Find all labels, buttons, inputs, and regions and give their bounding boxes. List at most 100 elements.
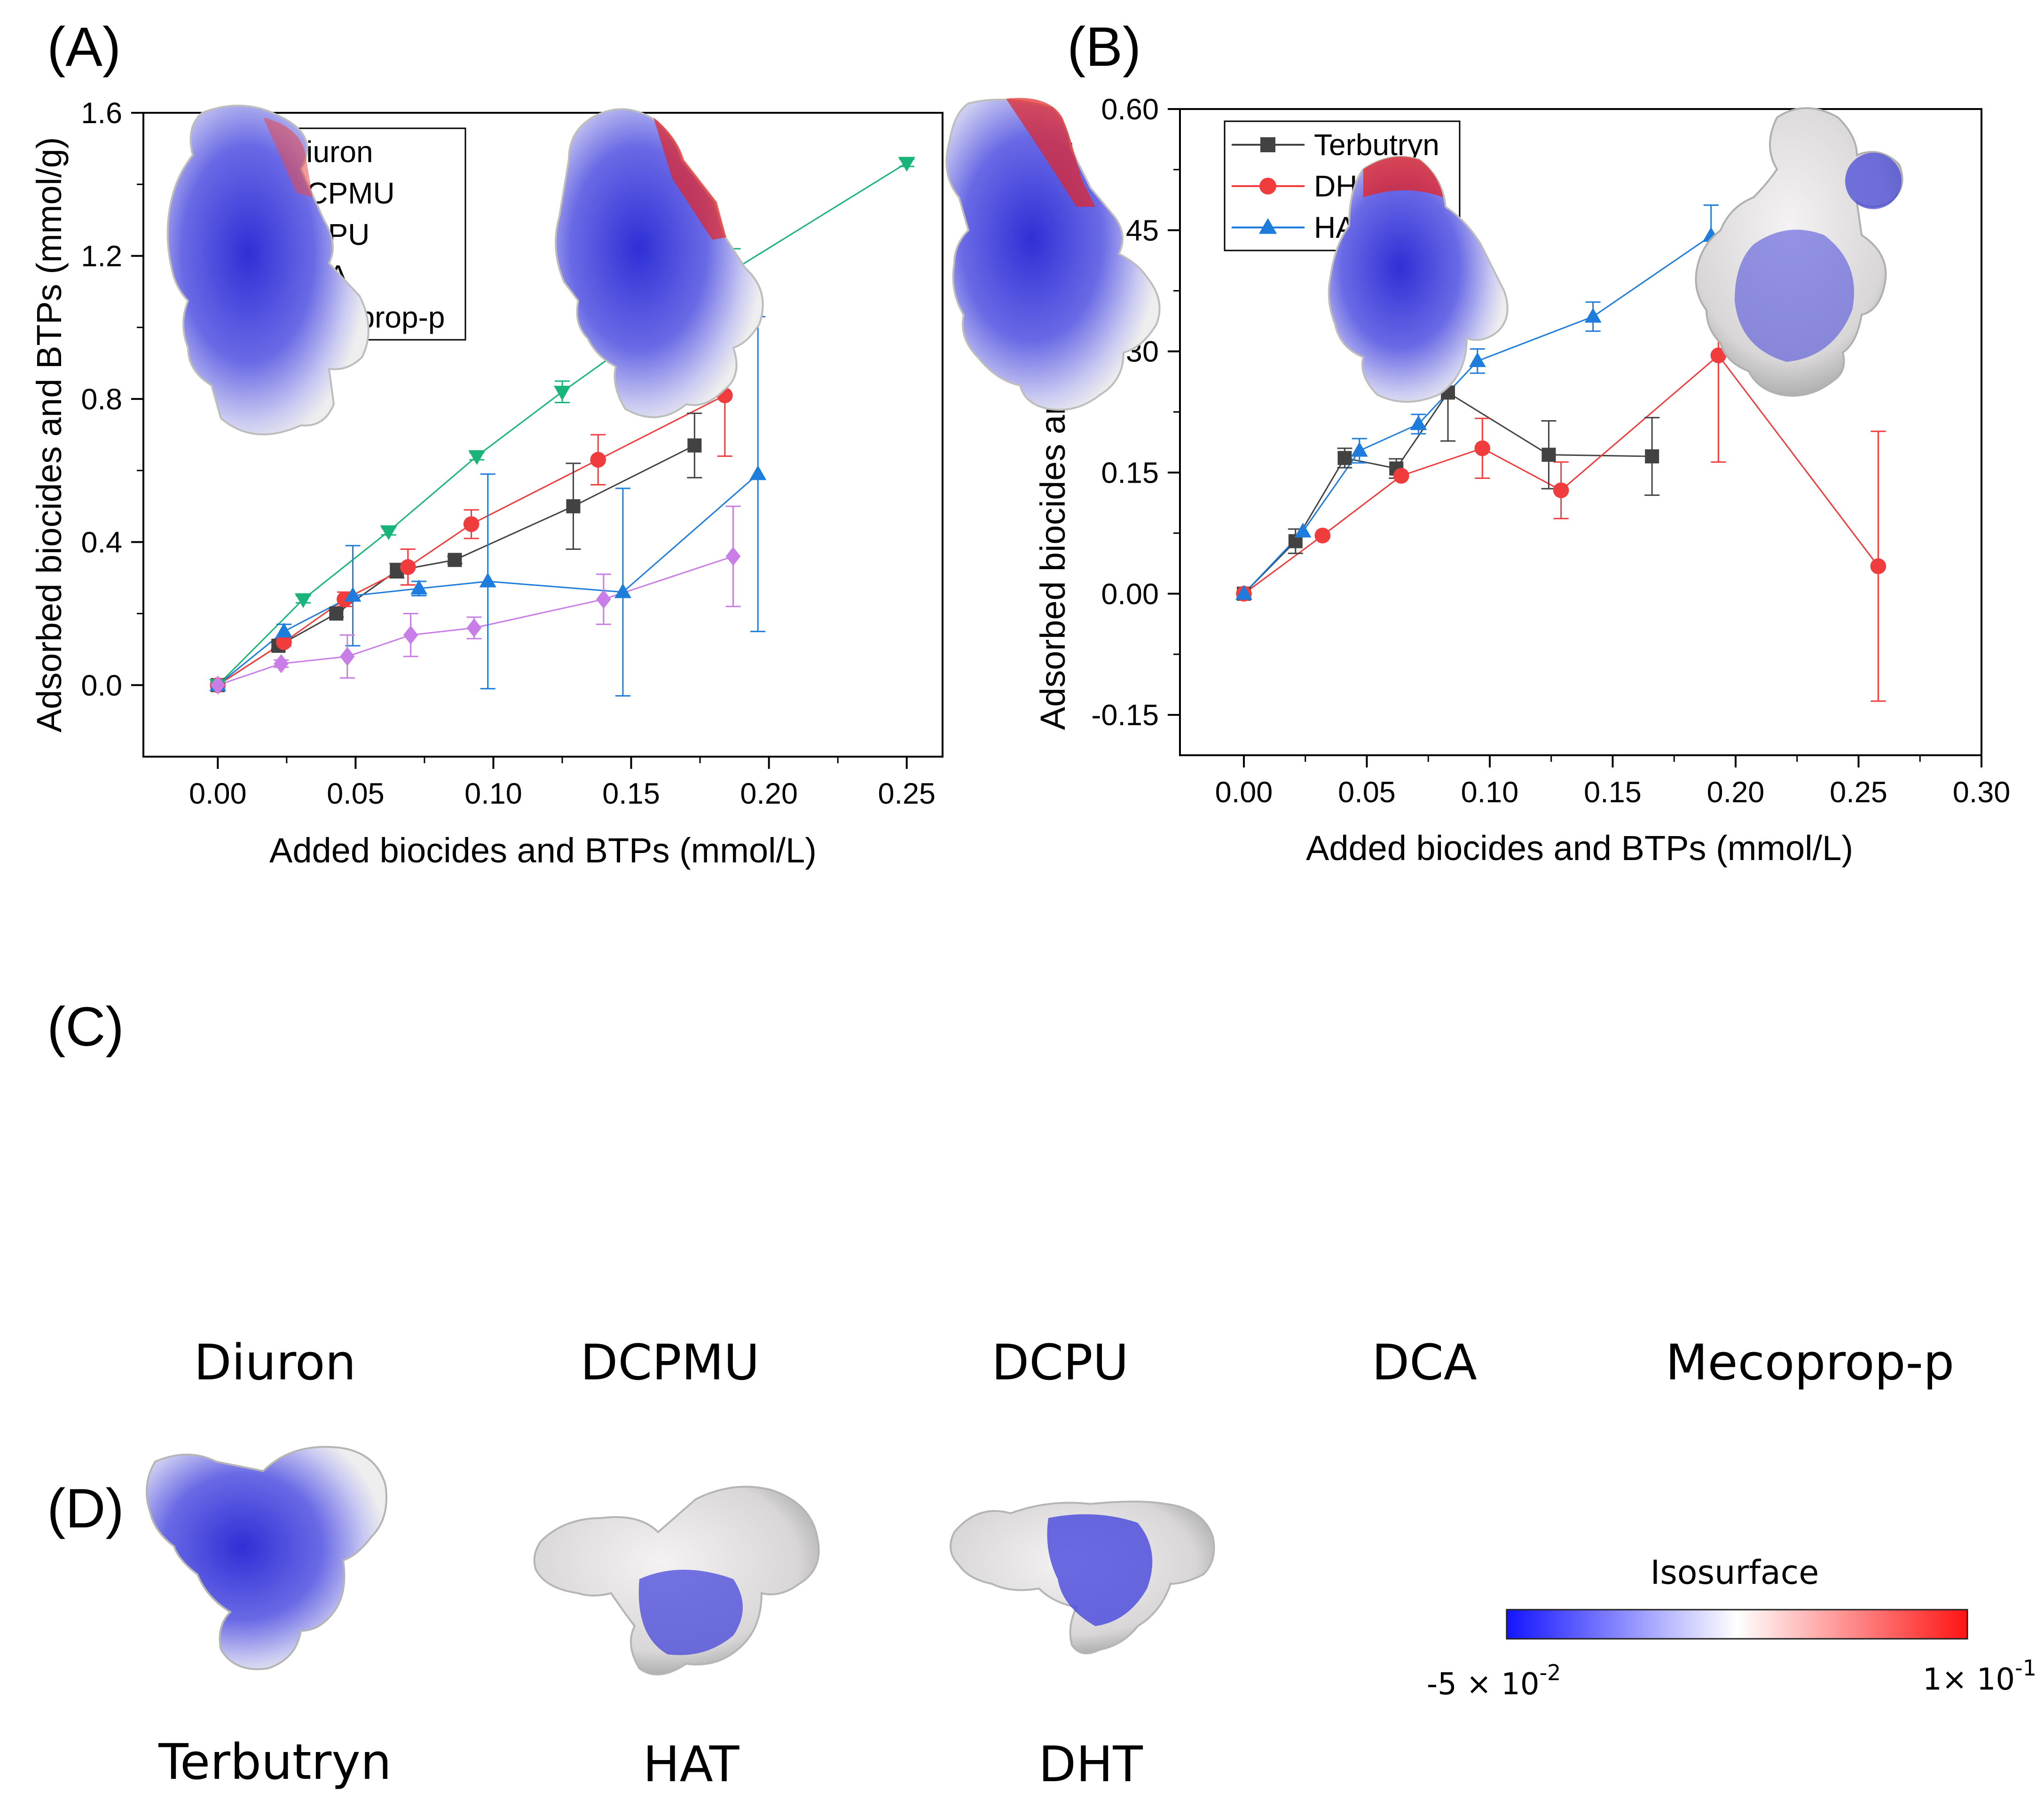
chart-a-point-mecoprop-p <box>403 625 418 645</box>
chart-a-point-dcpu <box>410 579 428 595</box>
chart-b-legend-marker-hat <box>1258 218 1277 234</box>
molecule-mecoprop-surface <box>1695 107 1903 397</box>
chart-a-point-diuron <box>687 438 702 453</box>
chart-a-point-mecoprop-p <box>274 654 289 673</box>
chart-a-line-dcpmu <box>217 394 725 686</box>
chart-b-point-dht <box>1870 558 1887 574</box>
chart-b-frame <box>1179 108 1982 756</box>
molecule-label-mecoprop: Mecoprop-p <box>1666 1334 1954 1391</box>
chart-b-point-dht <box>1474 440 1491 456</box>
chart-b-point-terbutryn <box>1541 447 1556 462</box>
chart-a-point-mecoprop-p <box>210 675 226 695</box>
chart-a-point-dca <box>554 385 571 401</box>
panel-label-b: (B) <box>1067 16 1141 78</box>
chart-b-ytick-label: 0.00 <box>1101 578 1159 610</box>
chart-b-point-hat <box>1235 585 1252 600</box>
chart-b-point-hat <box>1294 523 1312 538</box>
chart-a-point-dca <box>898 157 915 172</box>
molecule-hat-surface <box>533 1486 820 1675</box>
molecule-label-hat: HAT <box>643 1736 739 1793</box>
isosurface-min-label: -5 × 10-2 <box>1427 1660 1561 1702</box>
isosurface-title: Isosurface <box>1651 1553 1819 1592</box>
panel-c-molecules: Diuron DCPMU DCPU DCA Mecoprop-p <box>166 98 1954 1391</box>
molecule-diuron-surface <box>166 104 369 436</box>
chart-b-point-dht <box>1553 482 1569 499</box>
chart-b-point-dht <box>1710 347 1727 364</box>
chart-a-point-dcpmu <box>463 516 480 532</box>
panel-label-d: (D) <box>47 1478 124 1540</box>
chart-a-point-diuron <box>448 553 462 567</box>
isosurface-max-label: 1× 10-1 <box>1923 1655 2036 1697</box>
chart-b-ytick-label: 0.15 <box>1101 456 1159 489</box>
chart-a-point-mecoprop-p <box>340 647 355 666</box>
chart-b-point-hat <box>1584 307 1602 323</box>
chart-a-point-dcpu <box>344 587 362 602</box>
isosurface-colorbar: Isosurface -5 × 10-2 1× 10-1 <box>1427 1553 2036 1702</box>
panel-d-molecules: Terbutryn HAT DHT <box>146 1446 1215 1793</box>
chart-b-point-terbutryn <box>1337 451 1352 465</box>
chart-a-xtick-label: 0.15 <box>602 777 660 810</box>
chart-a-point-dcpmu <box>400 559 416 575</box>
chart-b-point-dht <box>1393 468 1409 484</box>
isosurface-gradient-bar <box>1506 1609 1968 1640</box>
chart-b-xlabel: Added biocides and BTPs (mmol/L) <box>1306 829 1853 868</box>
chart-b-point-terbutryn <box>1645 449 1659 464</box>
molecule-label-dht: DHT <box>1038 1736 1143 1793</box>
molecule-label-diuron: Diuron <box>194 1334 356 1391</box>
molecule-label-dcpu: DCPU <box>991 1334 1129 1391</box>
chart-a-ylabel: Adsorbed biocides and BTPs (mmol/g) <box>30 137 69 733</box>
panel-label-a: (A) <box>47 16 121 78</box>
chart-b-point-hat <box>1351 442 1368 457</box>
chart-b-xtick-label: 0.05 <box>1338 776 1396 809</box>
molecule-label-dcpmu: DCPMU <box>580 1334 759 1391</box>
chart-b-point-hat <box>1469 352 1486 367</box>
chart-a-point-dcpu <box>275 622 292 638</box>
chart-a-ytick-label: 0.8 <box>81 383 122 416</box>
chart-b-xtick-label: 0.30 <box>1953 776 2011 809</box>
chart-a-point-mecoprop-p <box>596 589 611 609</box>
chart-a-point-dcpmu <box>590 452 606 468</box>
chart-a-point-dcpu <box>614 583 631 598</box>
chart-b-xtick-label: 0.20 <box>1707 776 1765 809</box>
molecule-label-dca: DCA <box>1372 1334 1477 1391</box>
molecule-dcpmu-surface <box>555 108 764 418</box>
chart-a-point-dcpu <box>479 572 496 587</box>
chart-a-ytick-label: 0.0 <box>81 669 122 702</box>
chart-a-point-dcpu <box>749 465 767 480</box>
chart-a-xtick-label: 0.20 <box>740 777 798 810</box>
chart-a-xtick-label: 0.10 <box>464 777 522 810</box>
molecule-label-terbutryn: Terbutryn <box>158 1733 392 1791</box>
chart-a-point-diuron <box>329 606 344 621</box>
chart-a-point-dcpmu <box>276 634 292 650</box>
chart-a-point-dca <box>468 450 486 465</box>
chart-b-xtick-label: 0.00 <box>1215 776 1273 809</box>
chart-a-point-diuron <box>566 499 581 514</box>
molecule-dca-surface <box>1328 156 1509 403</box>
chart-a-xtick-label: 0.00 <box>189 777 247 810</box>
chart-b-point-dht <box>1314 527 1331 544</box>
chart-b-legend-marker-dht <box>1259 178 1276 195</box>
chart-a-frame <box>142 112 943 758</box>
molecule-terbutryn-surface <box>146 1446 387 1670</box>
chart-b-point-hat <box>1410 415 1427 430</box>
chart-a-ytick-label: 1.6 <box>81 97 122 130</box>
chart-b: 0.00 0.05 0.10 0.15 0.20 0.25 0.30 -0.15 0.00 0.1… <box>1033 93 2010 868</box>
chart-b-xtick-label: 0.25 <box>1830 776 1887 809</box>
chart-a-point-mecoprop-p <box>466 618 482 638</box>
chart-a-xlabel: Added biocides and BTPs (mmol/L) <box>269 831 817 870</box>
chart-a-point-dca <box>380 525 397 540</box>
molecule-dcpu-surface <box>945 98 1161 411</box>
chart-a-ytick-label: 0.4 <box>81 526 122 559</box>
chart-a-point-dca <box>295 593 312 608</box>
chart-b-ytick-label: -0.15 <box>1091 699 1159 732</box>
chart-a-ytick-label: 1.2 <box>81 240 122 273</box>
chart-b-xtick-label: 0.10 <box>1461 776 1519 809</box>
chart-a-xtick-label: 0.05 <box>327 777 385 810</box>
panel-label-c: (C) <box>47 996 124 1058</box>
chart-b-ytick-label: 0.60 <box>1101 93 1159 126</box>
chart-b-xtick-label: 0.15 <box>1584 776 1642 809</box>
chart-b-legend-marker-terbutryn <box>1260 137 1275 152</box>
chart-a: 0.00 0.05 0.10 0.15 0.20 0.250.00.40.81.21.6 … <box>30 97 943 870</box>
chart-a-point-mecoprop-p <box>725 547 741 566</box>
